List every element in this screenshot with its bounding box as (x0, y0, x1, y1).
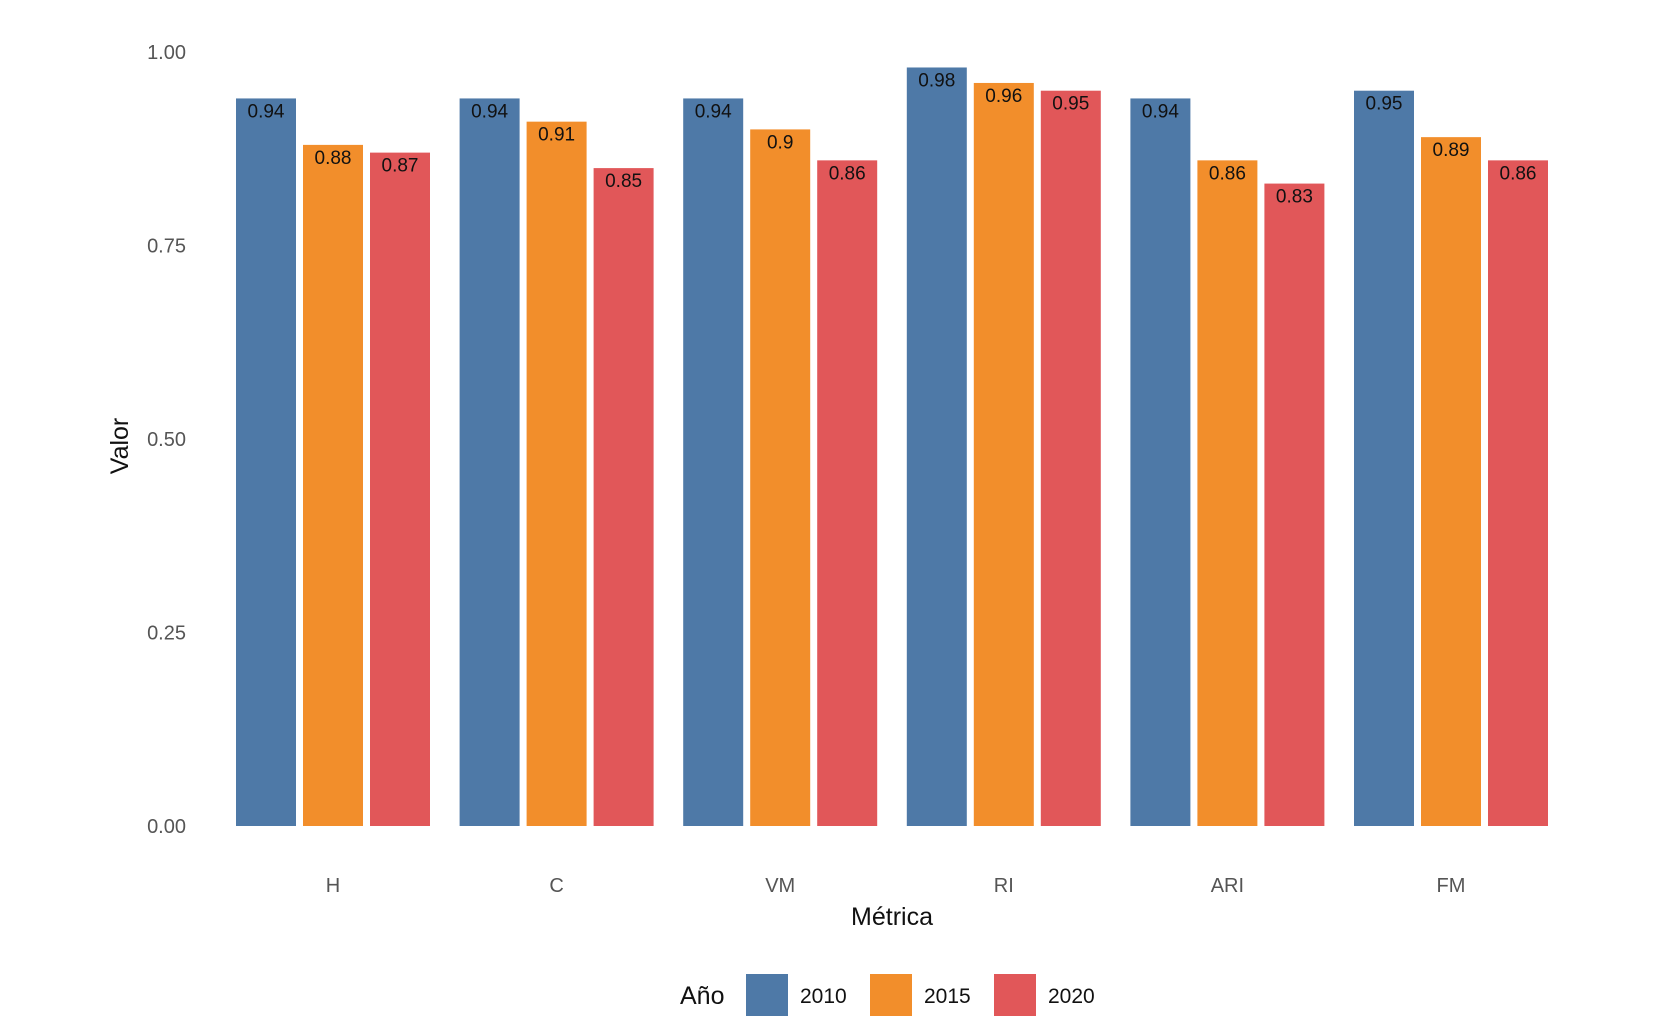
legend-label: 2020 (1048, 985, 1095, 1008)
x-tick-label: RI (994, 875, 1014, 897)
y-axis-title: Valor (106, 418, 134, 475)
bar-c-2020 (593, 168, 654, 827)
bar-ri-2020 (1040, 90, 1101, 826)
y-tick-label: 1.00 (147, 42, 186, 64)
legend: Año 2010 2015 2020 (680, 974, 1095, 1016)
y-tick-label: 0.50 (147, 429, 186, 451)
bar-fm-2015 (1421, 137, 1481, 826)
y-tick-label: 0.00 (147, 816, 186, 838)
bar-value-label: 0.86 (1209, 163, 1246, 184)
legend-key-2020 (994, 974, 1036, 1016)
bar-h-2020 (370, 152, 430, 826)
bar-value-label: 0.94 (695, 101, 732, 122)
bar-value-label: 0.9 (767, 132, 793, 153)
legend-title: Año (680, 982, 724, 1010)
bar-vm-2015 (750, 129, 811, 826)
bar-value-label: 0.96 (985, 86, 1022, 107)
bar-value-label: 0.94 (471, 101, 508, 122)
legend-key-2010 (746, 974, 788, 1016)
bar-vm-2020 (817, 160, 878, 827)
bar-value-label: 0.87 (382, 156, 419, 177)
bar-ri-2010 (906, 67, 967, 827)
x-tick-label: VM (765, 875, 795, 897)
y-axis-ticks: 0.00 0.25 0.50 0.75 1.00 (147, 42, 186, 838)
bar-value-label: 0.94 (1142, 101, 1179, 122)
legend-label: 2015 (924, 985, 971, 1008)
bar-ari-2015 (1197, 160, 1258, 827)
bar-ari-2010 (1130, 98, 1191, 826)
bar-fm-2010 (1354, 90, 1414, 826)
bar-value-label: 0.98 (918, 70, 955, 91)
x-tick-label: H (326, 875, 340, 897)
x-tick-label: C (549, 875, 563, 897)
legend-key-2015 (870, 974, 912, 1016)
bar-value-label: 0.88 (315, 148, 352, 169)
bar-ri-2015 (973, 82, 1034, 826)
x-tick-label: ARI (1211, 875, 1244, 897)
bar-value-labels: 0.94 0.88 0.87 0.94 0.91 0.85 0.94 0.9 0.86 0.98 0… (248, 70, 1537, 207)
bar-value-label: 0.94 (248, 101, 285, 122)
x-tick-label: FM (1437, 875, 1466, 897)
y-tick-label: 0.75 (147, 236, 186, 258)
bar-value-label: 0.89 (1433, 140, 1470, 161)
bar-value-label: 0.95 (1052, 94, 1089, 115)
bar-c-2015 (526, 121, 587, 826)
x-axis-title: Métrica (851, 903, 933, 931)
bar-h-2010 (236, 98, 296, 826)
x-axis-ticks: H C VM RI ARI FM (326, 875, 1466, 897)
bar-value-label: 0.91 (538, 125, 575, 146)
y-tick-label: 0.25 (147, 623, 186, 645)
bar-c-2010 (459, 98, 520, 826)
legend-label: 2010 (800, 985, 847, 1008)
bars (236, 67, 1548, 827)
bar-fm-2020 (1488, 160, 1548, 827)
bar-value-label: 0.83 (1276, 187, 1313, 208)
bar-value-label: 0.86 (1500, 163, 1537, 184)
bar-h-2015 (303, 144, 363, 826)
bar-value-label: 0.86 (829, 163, 866, 184)
bar-vm-2010 (683, 98, 744, 826)
bar-value-label: 0.95 (1366, 94, 1403, 115)
bar-value-label: 0.85 (605, 171, 642, 192)
bar-ari-2020 (1264, 183, 1325, 826)
